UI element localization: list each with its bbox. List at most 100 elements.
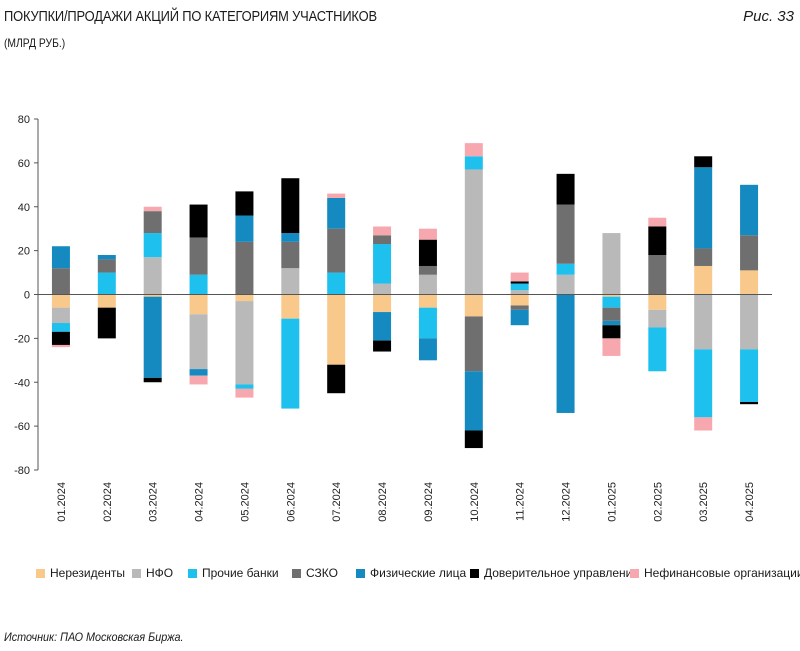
chart-legend: Нерезиденты НФО Прочие банки СЗКО Физические… xyxy=(0,566,800,586)
bar-segment xyxy=(464,143,483,157)
x-tick-label: 04.2025 xyxy=(744,482,756,522)
bar-segment xyxy=(510,294,529,306)
bar-segment xyxy=(602,307,621,321)
bar-segment xyxy=(51,323,70,332)
bar-segment xyxy=(51,246,70,269)
legend-label: Физические лица xyxy=(370,566,467,580)
x-tick-label: 04.2024 xyxy=(194,482,206,522)
bar-segment xyxy=(97,307,116,339)
bar-segment xyxy=(97,259,116,273)
bar-segment xyxy=(373,312,392,341)
bar-segment xyxy=(556,274,575,295)
bar-segment xyxy=(694,349,713,418)
bar-segment xyxy=(235,294,254,302)
legend-swatch xyxy=(356,568,365,578)
bar-segment xyxy=(373,235,392,245)
y-tick-label: 80 xyxy=(18,114,30,126)
bar-segment xyxy=(648,294,667,310)
bar-segment xyxy=(189,237,208,275)
x-tick-label: 05.2024 xyxy=(239,482,251,522)
bar-segment xyxy=(418,294,437,308)
legend-item: Физические лица xyxy=(356,566,466,580)
bar-segment xyxy=(97,294,116,308)
bar-segment xyxy=(327,193,346,198)
bar-segment xyxy=(143,296,162,378)
bar-segment xyxy=(464,169,483,295)
bar-segment xyxy=(602,296,621,308)
x-tick-label: 02.2025 xyxy=(652,482,664,522)
bar-segment xyxy=(740,349,759,402)
bar-segment xyxy=(740,294,759,350)
bar-segment xyxy=(510,281,529,284)
legend-item: СЗКО xyxy=(292,566,338,580)
legend-label: Доверительное управление xyxy=(484,566,640,580)
bar-segment xyxy=(740,270,759,295)
x-tick-label: 09.2024 xyxy=(423,482,435,522)
legend-item: Прочие банки xyxy=(188,566,279,580)
bar-segment xyxy=(464,316,483,372)
bar-segment xyxy=(418,274,437,295)
bar-segment xyxy=(281,241,300,269)
bar-segment xyxy=(143,257,162,295)
x-tick-label: 03.2025 xyxy=(698,482,710,522)
bar-segment xyxy=(373,244,392,284)
bar-segment xyxy=(235,241,254,295)
figure-label: Рис. 33 xyxy=(743,8,794,25)
bar-segment xyxy=(418,338,437,361)
y-tick-label: 60 xyxy=(18,158,30,170)
chart-units: (МЛРД РУБ.) xyxy=(4,36,66,50)
bar-segment xyxy=(281,318,300,409)
bar-segment xyxy=(51,331,70,345)
bar-segment xyxy=(189,274,208,295)
bar-segment xyxy=(510,272,529,282)
bar-segment xyxy=(648,226,667,256)
bar-segment xyxy=(556,263,575,275)
bar-segment xyxy=(327,272,346,295)
source-note: Источник: ПАО Московская Биржа. xyxy=(4,630,184,644)
y-tick-label: -80 xyxy=(14,465,30,477)
legend-item: Доверительное управление xyxy=(470,566,639,580)
bar-segment xyxy=(602,338,621,356)
bar-segment xyxy=(602,325,621,339)
y-tick-label: -40 xyxy=(14,377,30,389)
bar-segment xyxy=(235,388,254,398)
bar-segment xyxy=(235,301,254,385)
chart-title: ПОКУПКИ/ПРОДАЖИ АКЦИЙ ПО КАТЕГОРИЯМ УЧАС… xyxy=(4,8,377,25)
legend-label: Нефинансовые организации xyxy=(644,566,800,580)
bar-segment xyxy=(373,283,392,295)
bar-segment xyxy=(694,167,713,249)
x-tick-label: 03.2024 xyxy=(148,482,160,522)
bar-segment xyxy=(464,371,483,431)
legend-swatch xyxy=(470,568,479,578)
legend-label: Нерезиденты xyxy=(50,566,126,580)
bar-segment xyxy=(373,226,392,236)
bar-segment xyxy=(694,265,713,295)
bar-segment xyxy=(556,294,575,413)
bar-segment xyxy=(189,314,208,370)
x-tick-label: 07.2024 xyxy=(331,482,343,522)
bar-segment xyxy=(327,228,346,273)
bar-segment xyxy=(740,235,759,271)
bar-segment xyxy=(281,178,300,234)
bar-segment xyxy=(327,364,346,394)
bar-segment xyxy=(648,327,667,372)
bar-segment xyxy=(51,344,70,348)
y-tick-label: 20 xyxy=(18,246,30,258)
legend-label: НФО xyxy=(146,566,174,580)
bar-segment xyxy=(51,307,70,324)
bar-segment xyxy=(281,294,300,319)
y-tick-label: -60 xyxy=(14,421,30,433)
bar-segment xyxy=(143,211,162,234)
bar-segment xyxy=(694,294,713,350)
bar-segment xyxy=(556,204,575,264)
legend-item: Нефинансовые организации xyxy=(630,566,800,580)
bar-segment xyxy=(373,294,392,313)
x-tick-label: 08.2024 xyxy=(377,482,389,522)
legend-swatch xyxy=(36,568,45,578)
bar-segment xyxy=(694,248,713,266)
bar-segment xyxy=(143,294,162,297)
x-tick-label: 10.2024 xyxy=(469,482,481,522)
bar-segment xyxy=(143,377,162,383)
bar-segment xyxy=(327,197,346,229)
legend-swatch xyxy=(132,568,141,578)
